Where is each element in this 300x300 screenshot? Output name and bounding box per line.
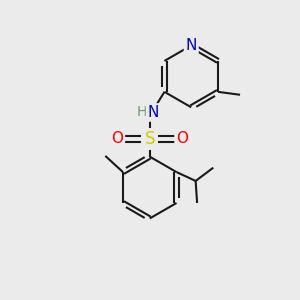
Text: H: H xyxy=(136,106,147,119)
Text: N: N xyxy=(185,38,197,53)
Text: N: N xyxy=(148,105,159,120)
Text: O: O xyxy=(111,131,123,146)
Text: O: O xyxy=(176,131,188,146)
Text: S: S xyxy=(145,130,155,148)
